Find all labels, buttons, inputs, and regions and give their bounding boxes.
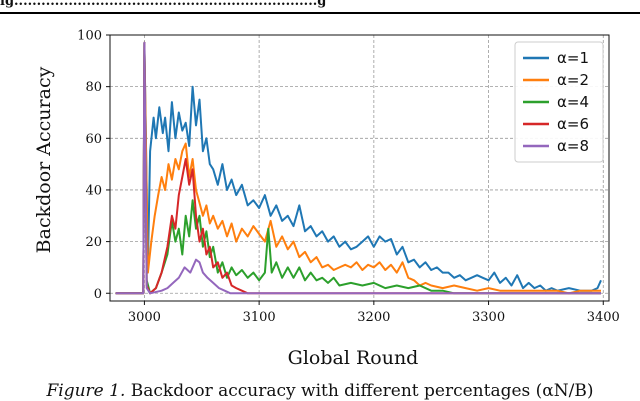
x-tick-label: 3000	[128, 310, 161, 325]
series-line-4	[115, 41, 601, 295]
tick-layer: 3000 3100 3200 3300 3400 0 20 40 60 80 100	[77, 29, 620, 326]
series-line-5	[115, 41, 601, 295]
y-axis-title: Backdoor Accuracy	[33, 66, 55, 253]
x-axis-title: Global Round	[288, 347, 419, 369]
legend-label-4: α=6	[557, 115, 589, 133]
legend-label-3: α=4	[557, 93, 589, 111]
top-caption-fragment: ig......................................…	[0, 0, 327, 9]
legend-label-2: α=2	[557, 71, 589, 89]
legend-label-1: α=1	[557, 49, 589, 67]
caption-text: Backdoor accuracy with different percent…	[130, 381, 594, 401]
y-tick-label: 60	[85, 132, 102, 147]
series-layer	[115, 41, 602, 295]
y-tick-label: 0	[94, 287, 102, 302]
legend-label-5: α=8	[557, 137, 589, 155]
x-tick-label: 3200	[357, 310, 390, 325]
accuracy-line-chart: 3000 3100 3200 3300 3400 0 20 40 60 80 100 Global …	[33, 29, 620, 370]
x-tick-label: 3100	[243, 310, 276, 325]
series-line-2	[115, 41, 601, 295]
top-rule	[0, 12, 640, 14]
legend: α=1 α=2 α=4 α=6 α=8	[514, 41, 604, 163]
caption-label: Figure 1.	[46, 381, 126, 401]
x-tick-label: 3300	[472, 310, 505, 325]
y-tick-label: 20	[85, 235, 102, 250]
x-tick-label: 3400	[587, 310, 620, 325]
plot-frame	[109, 34, 610, 302]
y-tick-label: 80	[85, 80, 102, 95]
series-line-1	[115, 41, 602, 295]
y-tick-label: 100	[77, 29, 102, 44]
series-line-3	[115, 41, 601, 295]
y-tick-label: 40	[85, 183, 102, 198]
legend-box	[514, 41, 604, 163]
figure-caption: Figure 1. Backdoor accuracy with differe…	[0, 381, 640, 401]
